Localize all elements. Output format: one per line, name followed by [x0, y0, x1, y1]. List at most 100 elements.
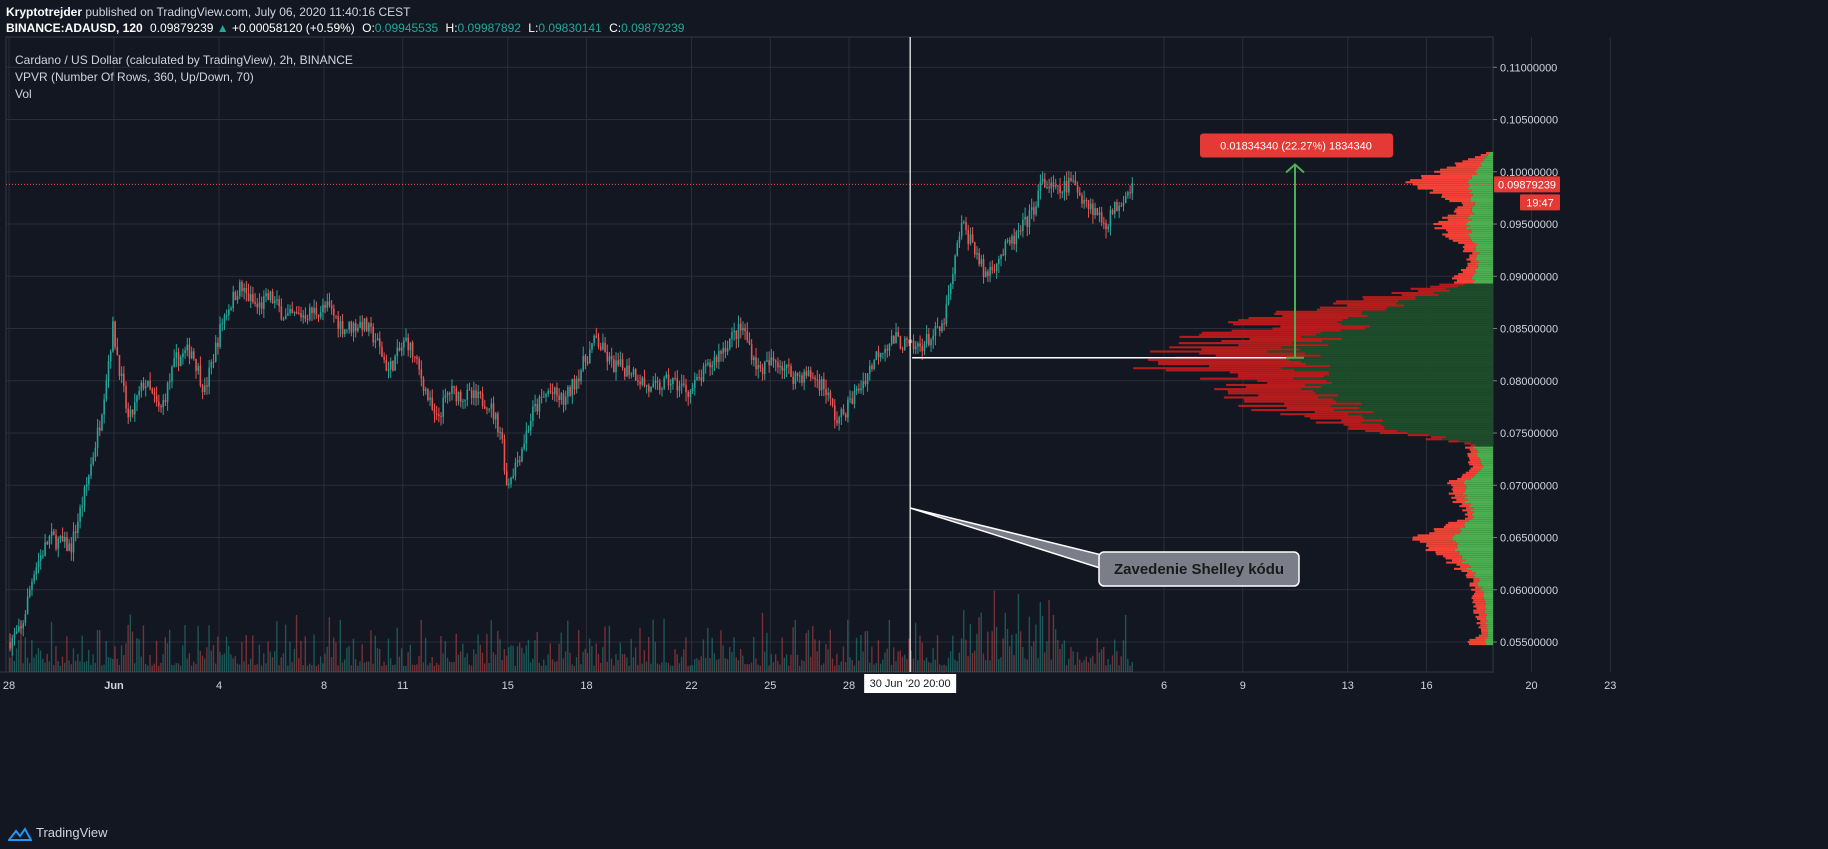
candle-body: [486, 408, 488, 410]
vpvr-down-row: [1470, 260, 1479, 263]
candle-body: [311, 307, 313, 314]
vpvr-up-row: [1477, 264, 1493, 267]
volume-bar: [938, 664, 941, 672]
volume-bar: [895, 661, 897, 672]
volume-bar: [965, 639, 967, 672]
volume-bar: [302, 665, 304, 672]
vpvr-up-row: [1320, 354, 1493, 357]
vpvr-up-row: [1454, 549, 1493, 552]
candle-body: [271, 291, 274, 304]
candle-body: [20, 626, 22, 629]
vpvr-down-row: [1223, 396, 1319, 399]
candle-body: [724, 347, 727, 352]
series-title[interactable]: Cardano / US Dollar (calculated by Tradi…: [15, 53, 353, 67]
author-name[interactable]: Kryptotrejder: [6, 5, 83, 19]
vpvr-down-row: [1426, 542, 1458, 545]
callout-joint: [1104, 555, 1113, 568]
candle-body: [18, 626, 20, 632]
vpvr-up-row: [1482, 160, 1493, 163]
volume-bar: [221, 655, 223, 672]
volume-bar: [914, 622, 917, 672]
vpvr-down-row: [1245, 385, 1322, 389]
vpvr-down-row: [1465, 471, 1478, 474]
time-tick-label: 16: [1420, 680, 1432, 692]
volume-bar: [901, 656, 904, 672]
candle-body: [354, 323, 357, 331]
volume-bar: [153, 663, 156, 672]
candle-body: [418, 358, 420, 370]
vpvr-up-row: [1459, 440, 1493, 443]
candle-body: [276, 299, 278, 301]
vpvr-up-row: [1362, 415, 1493, 418]
measure-label-bg: [1200, 133, 1393, 158]
candle-body: [151, 388, 154, 394]
vpvr-up-row: [1474, 241, 1493, 244]
candle-body: [993, 269, 996, 271]
candle-body: [906, 338, 908, 340]
volume-bar: [263, 653, 265, 672]
vpvr-down-row: [1445, 557, 1463, 560]
volume-bar: [453, 661, 455, 672]
candle-body: [976, 252, 978, 255]
candle-body: [812, 377, 814, 379]
vpvr-up-row: [1468, 563, 1493, 566]
candle-body: [37, 560, 40, 568]
vpvr-up-row: [1348, 317, 1493, 320]
volume-bar: [925, 657, 928, 672]
vpvr-up-row: [1470, 200, 1493, 203]
volume-bar: [733, 637, 735, 672]
volume-bar: [995, 626, 998, 672]
candle-body: [1070, 177, 1072, 181]
candle-body: [744, 327, 746, 332]
volume-bar: [641, 663, 643, 672]
candle-body: [842, 409, 845, 415]
vpvr-down-row: [1417, 534, 1455, 537]
vpvr-up-row: [1459, 532, 1493, 535]
vpvr-indicator-label[interactable]: VPVR (Number Of Rows, 360, Up/Down, 70): [15, 70, 254, 84]
candle-body: [864, 381, 867, 385]
vpvr-down-row: [1462, 204, 1475, 207]
volume-bar: [193, 661, 195, 672]
volume-indicator-label[interactable]: Vol: [15, 87, 32, 101]
volume-bar: [330, 657, 333, 672]
volume-bar: [849, 657, 851, 672]
volume-bar: [501, 659, 503, 672]
vpvr-down-row: [1282, 314, 1368, 318]
candle-body: [284, 315, 287, 320]
vpvr-down-row: [1466, 258, 1476, 261]
volume-bar: [118, 664, 121, 672]
candle-body: [1011, 235, 1013, 244]
vpvr-up-row: [1468, 519, 1493, 522]
volume-bar: [1127, 658, 1129, 672]
tradingview-logo[interactable]: TradingView: [6, 825, 108, 841]
vpvr-up-row: [1465, 488, 1493, 491]
volume-bar: [162, 654, 164, 672]
vpvr-up-row: [1469, 191, 1493, 194]
volume-bar: [654, 642, 656, 672]
candle-body: [260, 302, 263, 309]
volume-bar: [853, 665, 856, 672]
vpvr-down-row: [1209, 365, 1331, 368]
volume-bar: [809, 656, 812, 672]
vpvr-down-row: [1467, 640, 1486, 644]
vpvr-up-row: [1456, 544, 1493, 547]
candle-body: [665, 374, 668, 378]
volume-bar: [411, 664, 414, 672]
vpvr-down-row: [1472, 252, 1480, 255]
volume-bar: [394, 664, 396, 672]
vpvr-up-row: [1415, 296, 1493, 299]
vpvr-down-row: [1237, 375, 1325, 378]
candle-body: [61, 536, 64, 542]
volume-bar: [656, 663, 659, 672]
vpvr-down-row: [1447, 214, 1470, 217]
candle-body: [389, 361, 392, 370]
volume-bar: [518, 642, 521, 672]
candle-body: [553, 387, 556, 394]
candle-body: [1092, 203, 1094, 216]
volume-bar: [55, 646, 57, 672]
candle-body: [1078, 192, 1081, 196]
volume-bar: [936, 635, 939, 672]
volume-bar: [1083, 660, 1085, 672]
volume-bar: [923, 660, 926, 672]
